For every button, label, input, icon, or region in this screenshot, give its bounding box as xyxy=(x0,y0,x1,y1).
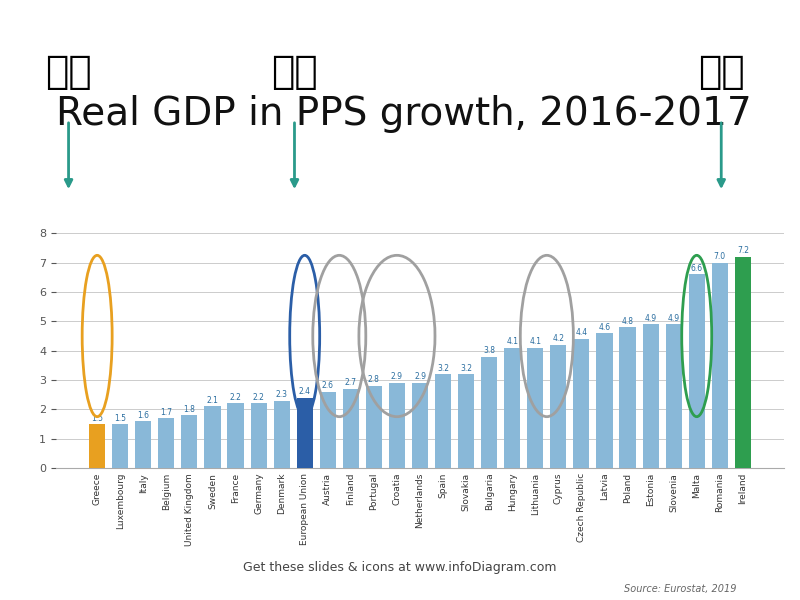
Text: 2.3: 2.3 xyxy=(276,390,288,399)
Bar xyxy=(366,386,382,468)
Text: 2.6: 2.6 xyxy=(322,381,334,390)
Text: 2.4: 2.4 xyxy=(298,387,310,396)
Bar xyxy=(389,383,405,468)
Bar xyxy=(135,421,151,468)
Bar xyxy=(182,415,198,468)
Text: 4.4: 4.4 xyxy=(575,328,587,337)
Bar xyxy=(527,348,543,468)
Bar xyxy=(250,403,266,468)
Text: 4.1: 4.1 xyxy=(530,337,542,346)
Bar xyxy=(574,339,590,468)
Text: 3.2: 3.2 xyxy=(437,364,449,373)
Bar xyxy=(712,263,728,468)
Text: Source: Eurostat, 2019: Source: Eurostat, 2019 xyxy=(623,584,736,594)
Bar xyxy=(504,348,520,468)
Text: 1.5: 1.5 xyxy=(114,413,126,422)
Bar xyxy=(642,324,658,468)
Bar xyxy=(550,345,566,468)
Bar xyxy=(619,327,636,468)
Text: 4.9: 4.9 xyxy=(645,314,657,323)
Text: 🇬🇷: 🇬🇷 xyxy=(45,53,92,91)
Bar xyxy=(458,374,474,468)
Bar xyxy=(412,383,428,468)
Bar xyxy=(297,398,313,468)
Text: 1.6: 1.6 xyxy=(138,410,150,419)
Bar xyxy=(734,257,751,468)
Text: 2.9: 2.9 xyxy=(391,373,403,382)
Bar xyxy=(481,356,498,468)
Text: 1.7: 1.7 xyxy=(160,407,172,416)
Bar xyxy=(597,333,613,468)
Bar xyxy=(112,424,128,468)
Text: 7.2: 7.2 xyxy=(737,247,749,256)
Text: 2.2: 2.2 xyxy=(253,393,265,402)
Bar xyxy=(666,324,682,468)
Text: 4.1: 4.1 xyxy=(506,337,518,346)
Text: 4.8: 4.8 xyxy=(622,317,634,326)
Text: 2.2: 2.2 xyxy=(230,393,242,402)
Bar xyxy=(342,389,359,468)
Text: 4.9: 4.9 xyxy=(667,314,680,323)
Text: 4.2: 4.2 xyxy=(552,334,564,343)
Text: 🇪🇺: 🇪🇺 xyxy=(271,53,318,91)
Bar xyxy=(689,274,705,468)
Bar xyxy=(227,403,243,468)
Text: 7.0: 7.0 xyxy=(714,252,726,261)
Text: 2.7: 2.7 xyxy=(345,379,357,388)
Text: 2.9: 2.9 xyxy=(414,373,426,382)
Text: 3.2: 3.2 xyxy=(460,364,472,373)
Text: 3.8: 3.8 xyxy=(483,346,495,355)
Text: 🇲🇹: 🇲🇹 xyxy=(698,53,745,91)
Bar xyxy=(89,424,106,468)
Bar xyxy=(204,406,221,468)
Text: 2.8: 2.8 xyxy=(368,376,380,385)
Bar xyxy=(158,418,174,468)
Text: 4.6: 4.6 xyxy=(598,323,610,332)
Text: 2.1: 2.1 xyxy=(206,396,218,405)
Bar xyxy=(435,374,451,468)
Text: Real GDP in PPS growth, 2016-2017: Real GDP in PPS growth, 2016-2017 xyxy=(56,95,752,133)
Bar xyxy=(274,401,290,468)
Text: 1.5: 1.5 xyxy=(91,413,103,422)
Text: 6.6: 6.6 xyxy=(690,264,702,273)
Text: Get these slides & icons at www.infoDiagram.com: Get these slides & icons at www.infoDiag… xyxy=(243,560,557,574)
Bar xyxy=(320,392,336,468)
Text: 1.8: 1.8 xyxy=(183,405,195,414)
